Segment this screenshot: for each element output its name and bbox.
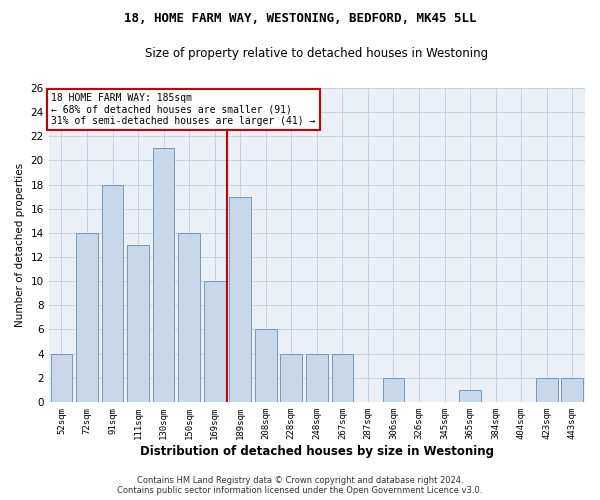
Bar [459, 390, 481, 402]
Bar [153, 148, 175, 402]
Bar [562, 378, 583, 402]
Bar [127, 245, 149, 402]
X-axis label: Distribution of detached houses by size in Westoning: Distribution of detached houses by size … [140, 444, 494, 458]
Bar [255, 330, 277, 402]
Text: 18 HOME FARM WAY: 185sqm
← 68% of detached houses are smaller (91)
31% of semi-d: 18 HOME FARM WAY: 185sqm ← 68% of detach… [52, 93, 316, 126]
Bar [536, 378, 557, 402]
Bar [178, 233, 200, 402]
Bar [280, 354, 302, 402]
Bar [204, 281, 226, 402]
Bar [332, 354, 353, 402]
Bar [76, 233, 98, 402]
Bar [101, 184, 124, 402]
Title: Size of property relative to detached houses in Westoning: Size of property relative to detached ho… [145, 48, 488, 60]
Bar [50, 354, 72, 402]
Bar [306, 354, 328, 402]
Text: Contains HM Land Registry data © Crown copyright and database right 2024.
Contai: Contains HM Land Registry data © Crown c… [118, 476, 482, 495]
Text: 18, HOME FARM WAY, WESTONING, BEDFORD, MK45 5LL: 18, HOME FARM WAY, WESTONING, BEDFORD, M… [124, 12, 476, 26]
Bar [383, 378, 404, 402]
Y-axis label: Number of detached properties: Number of detached properties [15, 163, 25, 327]
Bar [229, 196, 251, 402]
